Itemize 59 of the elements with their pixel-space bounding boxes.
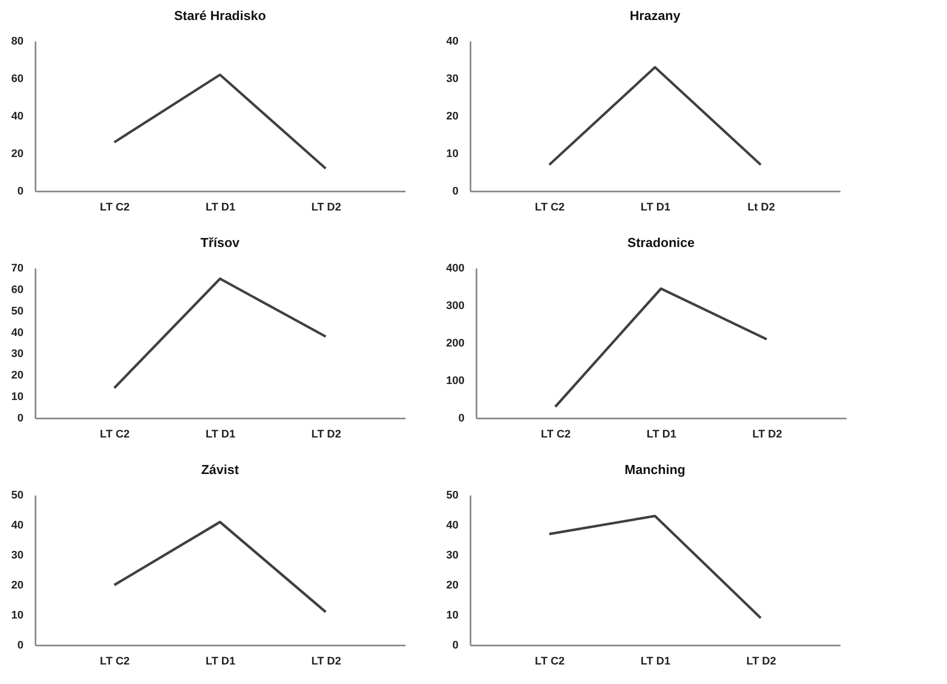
y-tick-label: 10: [446, 610, 458, 622]
y-tick-label: 50: [11, 305, 24, 318]
chart-title: Stradonice: [627, 235, 695, 250]
y-tick-label: 40: [11, 520, 24, 532]
x-tick-label: LT D2: [746, 656, 776, 668]
y-tick-label: 50: [11, 490, 24, 502]
y-tick-label: 0: [17, 412, 24, 424]
y-tick-label: 40: [446, 36, 458, 48]
x-tick-label: LT C2: [100, 656, 130, 668]
x-tick-label: LT D2: [311, 202, 342, 214]
y-tick-label: 300: [446, 300, 464, 312]
x-tick-label: LT C2: [100, 202, 130, 214]
y-tick-label: 0: [17, 640, 24, 652]
y-tick-label: 20: [446, 580, 458, 592]
chart-title: Manching: [624, 462, 686, 477]
x-tick-label: LT D1: [206, 428, 236, 440]
y-tick-label: 10: [11, 391, 24, 404]
x-tick-label: LT D2: [752, 428, 782, 440]
y-tick-label: 30: [11, 550, 24, 562]
y-tick-label: 40: [11, 326, 24, 339]
x-tick-label: LT D1: [646, 428, 676, 440]
x-tick-label: LT C2: [534, 202, 565, 214]
y-tick-label: 30: [446, 550, 458, 562]
y-tick-label: 20: [11, 580, 24, 592]
y-tick-label: 20: [446, 110, 458, 122]
x-tick-label: LT D1: [640, 202, 670, 214]
y-tick-label: 40: [11, 110, 24, 122]
x-tick-label: LT C2: [100, 428, 130, 440]
y-tick-label: 50: [446, 490, 458, 502]
x-tick-label: LT C2: [534, 656, 565, 668]
y-tick-label: 60: [11, 73, 24, 85]
chart-title: Závist: [201, 462, 240, 477]
y-tick-label: 400: [446, 262, 464, 274]
y-tick-label: 20: [11, 148, 24, 160]
x-tick-label: LT D1: [206, 656, 236, 668]
x-tick-label: LT D1: [206, 202, 236, 214]
y-tick-label: 10: [11, 610, 24, 622]
x-tick-label: Lt D2: [747, 202, 775, 214]
y-tick-label: 200: [446, 338, 464, 350]
y-tick-label: 30: [11, 348, 24, 360]
y-tick-label: 40: [446, 520, 458, 532]
chart-title: Třísov: [200, 235, 240, 250]
y-tick-label: 0: [458, 412, 464, 424]
x-tick-label: LT D1: [640, 656, 670, 668]
y-tick-label: 0: [17, 186, 24, 198]
y-tick-label: 30: [446, 73, 458, 85]
y-tick-label: 80: [11, 36, 24, 48]
y-tick-label: 0: [452, 640, 458, 652]
chart-title: Hrazany: [630, 8, 682, 23]
y-tick-label: 0: [452, 186, 458, 198]
y-tick-label: 100: [446, 375, 464, 387]
y-tick-label: 60: [11, 284, 24, 296]
x-tick-label: LT C2: [540, 428, 571, 440]
y-tick-label: 10: [446, 148, 458, 160]
y-tick-label: 70: [11, 262, 24, 274]
x-tick-label: LT D2: [311, 428, 342, 440]
chart-title: Staré Hradisko: [174, 8, 266, 23]
y-tick-label: 20: [11, 370, 24, 382]
x-tick-label: LT D2: [311, 656, 342, 668]
